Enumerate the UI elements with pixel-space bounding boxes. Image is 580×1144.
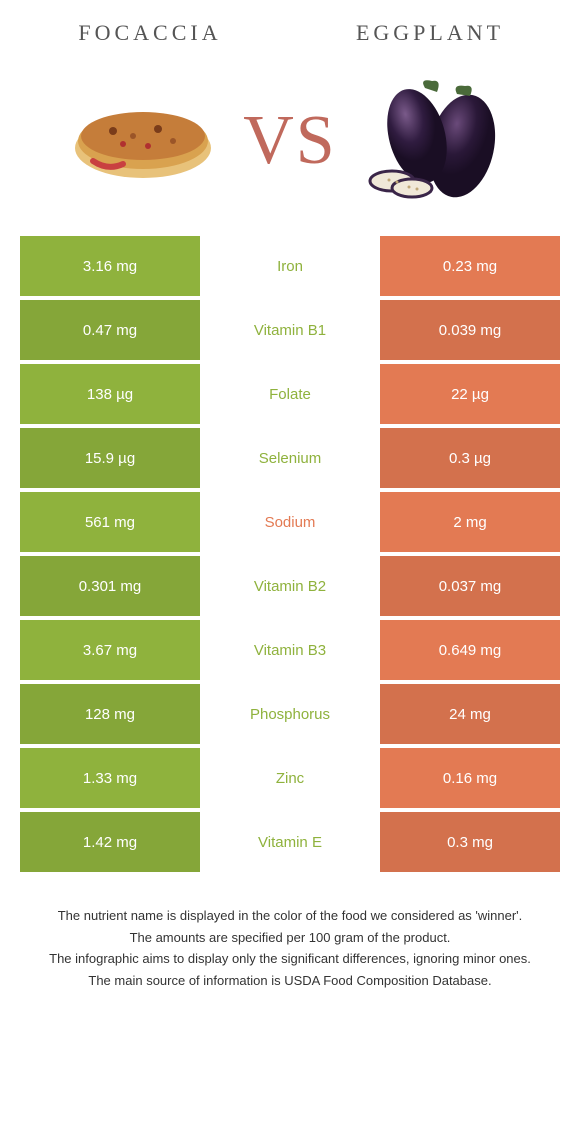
nutrient-row: 1.42 mgVitamin E0.3 mg: [20, 812, 560, 872]
nutrient-row: 0.301 mgVitamin B20.037 mg: [20, 556, 560, 616]
nutrient-name: Phosphorus: [200, 684, 380, 744]
food-titles-row: FOCACCIA EGGPLANT: [0, 0, 580, 56]
nutrient-name: Vitamin B2: [200, 556, 380, 616]
footnote-line: The nutrient name is displayed in the co…: [40, 906, 540, 926]
nutrient-name: Iron: [200, 236, 380, 296]
left-value: 3.67 mg: [20, 620, 200, 680]
nutrient-name: Vitamin B3: [200, 620, 380, 680]
nutrient-row: 1.33 mgZinc0.16 mg: [20, 748, 560, 808]
nutrient-name: Vitamin E: [200, 812, 380, 872]
nutrient-name: Folate: [200, 364, 380, 424]
footnote-line: The amounts are specified per 100 gram o…: [40, 928, 540, 948]
left-value: 15.9 µg: [20, 428, 200, 488]
left-food-title: FOCACCIA: [10, 20, 290, 46]
right-value: 0.3 µg: [380, 428, 560, 488]
nutrient-row: 15.9 µgSelenium0.3 µg: [20, 428, 560, 488]
nutrient-row: 3.16 mgIron0.23 mg: [20, 236, 560, 296]
footnotes: The nutrient name is displayed in the co…: [0, 876, 580, 1032]
left-value: 128 mg: [20, 684, 200, 744]
left-value: 138 µg: [20, 364, 200, 424]
nutrient-name: Selenium: [200, 428, 380, 488]
footnote-line: The main source of information is USDA F…: [40, 971, 540, 991]
right-value: 0.037 mg: [380, 556, 560, 616]
right-value: 0.649 mg: [380, 620, 560, 680]
nutrient-name: Sodium: [200, 492, 380, 552]
nutrient-row: 0.47 mgVitamin B10.039 mg: [20, 300, 560, 360]
right-food-image: [357, 76, 517, 206]
left-food-image: [63, 76, 223, 206]
right-value: 22 µg: [380, 364, 560, 424]
hero-row: VS: [0, 56, 580, 236]
right-value: 0.16 mg: [380, 748, 560, 808]
footnote-line: The infographic aims to display only the…: [40, 949, 540, 969]
nutrient-name: Vitamin B1: [200, 300, 380, 360]
left-value: 0.301 mg: [20, 556, 200, 616]
left-value: 561 mg: [20, 492, 200, 552]
right-value: 0.23 mg: [380, 236, 560, 296]
left-value: 0.47 mg: [20, 300, 200, 360]
left-value: 3.16 mg: [20, 236, 200, 296]
right-value: 24 mg: [380, 684, 560, 744]
right-value: 0.039 mg: [380, 300, 560, 360]
nutrient-name: Zinc: [200, 748, 380, 808]
right-value: 0.3 mg: [380, 812, 560, 872]
nutrient-row: 138 µgFolate22 µg: [20, 364, 560, 424]
vs-label: VS: [233, 101, 346, 181]
left-value: 1.42 mg: [20, 812, 200, 872]
left-value: 1.33 mg: [20, 748, 200, 808]
right-food-title: EGGPLANT: [290, 20, 570, 46]
nutrient-row: 561 mgSodium2 mg: [20, 492, 560, 552]
right-value: 2 mg: [380, 492, 560, 552]
nutrient-table: 3.16 mgIron0.23 mg0.47 mgVitamin B10.039…: [0, 236, 580, 872]
nutrient-row: 128 mgPhosphorus24 mg: [20, 684, 560, 744]
nutrient-row: 3.67 mgVitamin B30.649 mg: [20, 620, 560, 680]
